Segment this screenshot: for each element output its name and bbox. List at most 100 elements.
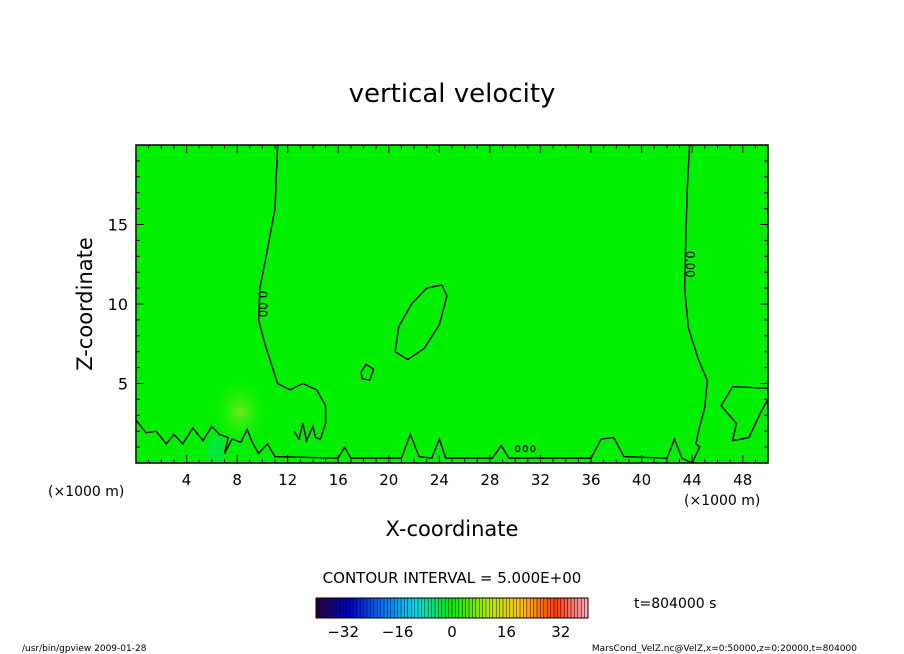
colorbar-tick-label: 32 <box>551 623 570 641</box>
colorbar-cell <box>489 598 494 618</box>
colorbar-cell <box>523 598 528 618</box>
colorbar-cell <box>448 598 453 618</box>
colorbar-ticks: −32 −16 0 16 32 <box>327 623 570 641</box>
y-tick-label: 5 <box>118 375 128 394</box>
colorbar-cell <box>506 598 511 618</box>
x-tick-label: 44 <box>683 471 702 489</box>
colorbar-cell <box>452 598 456 618</box>
contour-interval: CONTOUR INTERVAL = 5.000E+00 <box>323 569 582 587</box>
y-axis-label: Z-coordinate <box>73 237 97 371</box>
colorbar-cell <box>336 598 341 618</box>
colorbar-cell <box>350 598 354 618</box>
colorbar-cell <box>516 598 521 618</box>
x-axis: 4 8 12 16 20 24 28 32 36 40 44 48 <box>148 145 756 489</box>
colorbar-cell <box>475 598 480 618</box>
contour-label-1: 0.00 <box>683 251 697 278</box>
colorbar-cell <box>319 598 324 618</box>
colorbar-cell <box>520 598 524 618</box>
colorbar-cell <box>333 598 337 618</box>
colorbar-cell <box>397 598 402 618</box>
colorbar-cell <box>441 598 446 618</box>
colorbar-cell <box>526 598 531 618</box>
colorbar-cell <box>421 598 426 618</box>
colorbar-cell <box>472 598 477 618</box>
colorbar <box>315 598 589 618</box>
colorbar-cell <box>547 598 551 618</box>
colorbar-cell <box>465 598 470 618</box>
colorbar-cell <box>458 598 463 618</box>
colorbar-cell <box>560 598 565 618</box>
colorbar-cell <box>363 598 368 618</box>
colorbar-cell <box>513 598 517 618</box>
x-tick-label: 20 <box>379 471 398 489</box>
x-axis-label: X-coordinate <box>386 517 519 541</box>
x-tick-label: 40 <box>632 471 651 489</box>
colorbar-cell <box>326 598 330 618</box>
colorbar-frame <box>315 597 589 619</box>
colorbar-cell <box>574 598 579 618</box>
colorbar-cell <box>424 598 429 618</box>
colorbar-cell <box>509 598 514 618</box>
colorbar-tick-label: −32 <box>327 623 359 641</box>
colorbar-cell <box>438 598 443 618</box>
x-tick-label: 48 <box>733 471 752 489</box>
colorbar-cell <box>540 598 545 618</box>
colorbar-cell <box>360 598 364 618</box>
colorbar-cell <box>373 598 378 618</box>
y-axis: 5 10 15 <box>108 160 768 448</box>
footer-right: MarsCond_VelZ.nc@VelZ,x=0:50000,z=0:2000… <box>592 644 857 654</box>
warm-anomaly <box>210 374 270 450</box>
colorbar-cell <box>486 598 490 618</box>
colorbar-cell <box>581 598 585 618</box>
colorbar-tick-label: 16 <box>497 623 516 641</box>
colorbar-cell <box>557 598 562 618</box>
colorbar-cell <box>339 598 344 618</box>
colorbar-cell <box>353 598 358 618</box>
colorbar-cell <box>554 598 558 618</box>
x-tick-label: 32 <box>531 471 550 489</box>
x-tick-label: 16 <box>329 471 348 489</box>
colorbar-cell <box>387 598 392 618</box>
colorbar-cell <box>503 598 507 618</box>
colorbar-cell <box>322 598 327 618</box>
colorbar-cell <box>533 598 538 618</box>
colorbar-cell <box>571 598 575 618</box>
colorbar-cell <box>577 598 582 618</box>
colorbar-cell <box>543 598 548 618</box>
colorbar-cell <box>377 598 381 618</box>
colorbar-cell <box>329 598 334 618</box>
x-tick-label: 36 <box>581 471 600 489</box>
x-tick-label: 24 <box>430 471 449 489</box>
colorbar-cell <box>428 598 432 618</box>
colorbar-cell <box>445 598 449 618</box>
colorbar-cell <box>394 598 398 618</box>
left-zero-contour <box>257 145 327 443</box>
colorbar-cell <box>550 598 555 618</box>
center-loop-contour <box>394 284 448 361</box>
colorbar-cell <box>435 598 439 618</box>
colorbar-cell <box>584 598 589 618</box>
colorbar-cell <box>346 598 351 618</box>
colorbar-cell <box>499 598 504 618</box>
y-tick-label: 10 <box>108 295 128 314</box>
contour-labels: 0.00 0.00 <box>256 251 697 317</box>
y-tick-label: 15 <box>108 216 128 235</box>
x-tick-label: 12 <box>278 471 297 489</box>
colorbar-cell <box>455 598 460 618</box>
colorbar-cell <box>479 598 483 618</box>
colorbar-tick-label: −16 <box>382 623 414 641</box>
colorbar-cell <box>462 598 466 618</box>
time-label: t=804000 s <box>634 596 716 612</box>
x-unit-left: (×1000 m) <box>48 484 124 500</box>
x-tick-label: 8 <box>232 471 242 489</box>
colorbar-cell <box>316 598 320 618</box>
colorbar-cell <box>401 598 405 618</box>
colorbar-cell <box>356 598 361 618</box>
chart-title: vertical velocity <box>349 79 556 109</box>
colorbar-cell <box>380 598 385 618</box>
colorbar-cell <box>418 598 422 618</box>
colorbar-cell <box>414 598 419 618</box>
small-loop-contour <box>360 363 375 382</box>
colorbar-cell <box>407 598 412 618</box>
